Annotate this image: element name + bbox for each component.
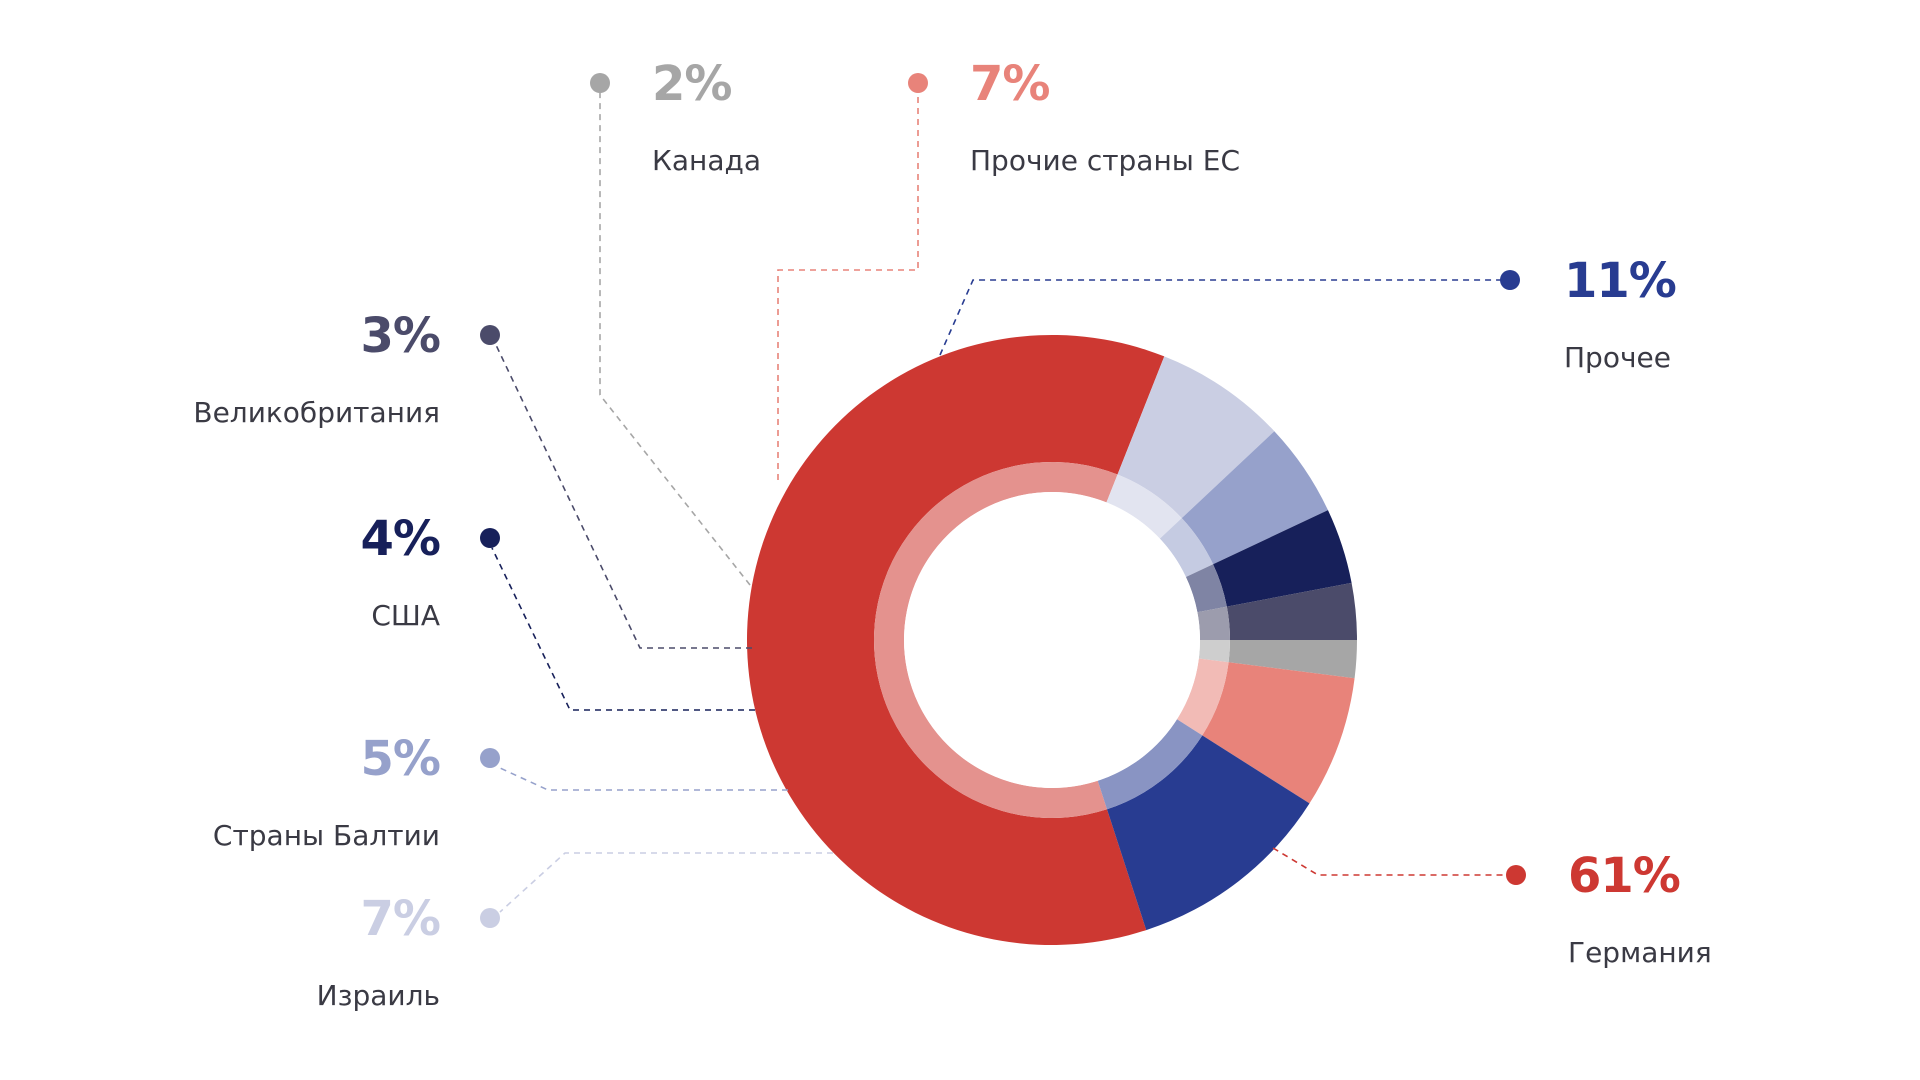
leader-line-сша xyxy=(491,547,755,711)
legend-dot-германия xyxy=(1506,865,1526,885)
leader-line-страны-балтии xyxy=(499,767,788,791)
data-label-великобритания: 3% xyxy=(361,308,441,364)
slice-inner-прочее xyxy=(1097,719,1203,810)
data-label-прочее: 11% xyxy=(1564,253,1676,309)
slice-inner-великобритания xyxy=(1197,606,1230,640)
chart-leader-lines xyxy=(480,73,1526,928)
category-label-сша: США xyxy=(371,599,440,632)
slice-прочее xyxy=(1107,735,1310,931)
category-label-великобритания: Великобритания xyxy=(193,396,440,429)
leader-line-прочее xyxy=(939,279,1510,356)
leader-line-прочие-страны-ес xyxy=(777,93,919,480)
legend-dot-канада xyxy=(590,73,610,93)
data-label-прочие-страны-ес: 7% xyxy=(970,56,1050,112)
chart-center-hole xyxy=(904,492,1200,788)
chart-slices xyxy=(747,335,1357,945)
slice-inner-германия xyxy=(873,461,1118,818)
leader-line-германия xyxy=(1272,847,1516,876)
slice-страны-балтии xyxy=(1181,431,1328,565)
chart-inner-ring xyxy=(873,461,1230,818)
data-label-израиль: 7% xyxy=(361,891,441,947)
slice-inner-страны-балтии xyxy=(1159,518,1214,577)
leader-line-израиль xyxy=(499,852,833,913)
slice-канада xyxy=(1228,640,1357,679)
slice-сша xyxy=(1213,510,1352,607)
data-label-сша: 4% xyxy=(361,511,441,567)
legend-dot-израиль xyxy=(480,908,500,928)
category-label-канада: Канада xyxy=(652,144,761,177)
slice-германия xyxy=(747,335,1165,945)
category-label-страны-балтии: Страны Балтии xyxy=(213,819,440,852)
category-label-германия: Германия xyxy=(1568,936,1712,969)
slice-inner-канада xyxy=(1198,640,1230,663)
data-label-германия: 61% xyxy=(1568,848,1680,904)
slice-великобритания xyxy=(1226,582,1357,640)
legend-dot-сша xyxy=(480,528,500,548)
chart-labels: 61% Германия 7% Израиль 5% Страны Балтии 4% США… xyxy=(193,56,1711,1012)
legend-dot-страны-балтии xyxy=(480,748,500,768)
category-label-израиль: Израиль xyxy=(317,979,440,1012)
slice-inner-прочие-страны-ес xyxy=(1176,658,1229,736)
category-label-прочие-страны-ес: Прочие страны ЕС xyxy=(970,144,1240,177)
data-label-канада: 2% xyxy=(652,56,732,112)
data-label-страны-балтии: 5% xyxy=(361,731,441,787)
slice-inner-сша xyxy=(1185,564,1227,613)
legend-dot-прочее xyxy=(1500,270,1520,290)
legend-dot-прочие-страны-ес xyxy=(908,73,928,93)
leader-line-канада xyxy=(599,93,751,586)
slice-прочие-страны-ес xyxy=(1202,662,1355,804)
category-label-прочее: Прочее xyxy=(1564,341,1671,374)
legend-dot-великобритания xyxy=(480,325,500,345)
slice-inner-израиль xyxy=(1106,474,1182,539)
leader-line-великобритания xyxy=(495,344,752,649)
slice-израиль xyxy=(1117,356,1275,519)
